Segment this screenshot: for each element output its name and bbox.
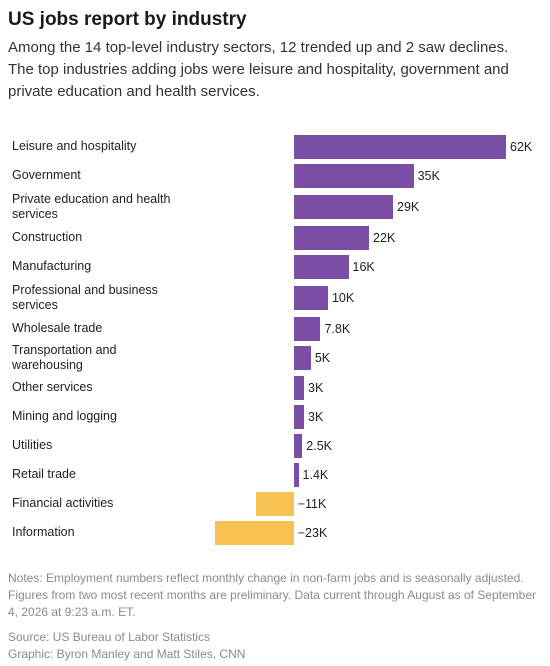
value-label: 2.5K (306, 438, 333, 453)
bar-row: Professional and business services 10K (0, 281, 550, 314)
category-label: Financial activities (12, 496, 114, 510)
credit: Graphic: Byron Manley and Matt Stiles, C… (8, 647, 246, 661)
bar-row: Retail trade 1.4K (0, 460, 550, 489)
bar (293, 404, 304, 429)
bar (215, 520, 294, 545)
bar (293, 375, 304, 400)
bar-row: Information −23K (0, 518, 550, 547)
category-label: Wholesale trade (12, 321, 103, 335)
category-label: Construction (12, 230, 83, 244)
bar-area: 22K (215, 225, 545, 250)
bar-area: 29K (215, 194, 545, 219)
bar-area: 5K (215, 346, 545, 370)
category-label-cell: Professional and business services (0, 283, 215, 313)
value-label: 29K (397, 199, 420, 214)
category-label: Leisure and hospitality (12, 139, 137, 153)
category-label-cell: Financial activities (0, 496, 215, 511)
bar-row: Manufacturing 16K (0, 252, 550, 281)
category-label-cell: Manufacturing (0, 259, 215, 274)
category-label: Manufacturing (12, 259, 92, 273)
bar-area: 16K (215, 254, 545, 279)
value-label: 10K (331, 290, 355, 305)
bar-row: Construction 22K (0, 223, 550, 252)
category-label: Government (12, 168, 81, 182)
value-label: 1.4K (302, 467, 329, 482)
category-label-cell: Private education and health services (0, 192, 215, 222)
bar (293, 225, 370, 250)
chart-subtitle: Among the 14 top-level industry sectors,… (8, 39, 509, 100)
bar-area: 10K (215, 285, 545, 310)
notes: Notes: Employment numbers reflect monthl… (8, 571, 537, 619)
bar-row: Transportation and warehousing 5K (0, 343, 550, 373)
bar-area: 62K (215, 134, 545, 159)
category-label: Mining and logging (12, 409, 117, 423)
category-label: Information (12, 525, 75, 539)
category-label-cell: Transportation and warehousing (0, 343, 215, 373)
bar-area: −11K (215, 491, 545, 516)
category-label-cell: Retail trade (0, 467, 215, 482)
bar-row: Wholesale trade 7.8K (0, 314, 550, 343)
bar (293, 134, 506, 159)
category-label-cell: Government (0, 168, 215, 183)
bar-area: 3K (215, 375, 545, 400)
value-label: 16K (352, 259, 375, 274)
value-label: 62K (510, 139, 533, 154)
category-label-cell: Mining and logging (0, 409, 215, 424)
bar (256, 491, 294, 516)
category-label: Professional and business services (12, 282, 158, 312)
bar-area: 1.4K (215, 462, 545, 487)
category-label: Other services (12, 380, 93, 394)
value-label: 7.8K (324, 321, 351, 336)
value-label: −23K (297, 525, 328, 540)
category-label-cell: Utilities (0, 438, 215, 453)
value-label: 35K (417, 168, 440, 183)
category-label-cell: Other services (0, 380, 215, 395)
bar-row: Private education and health services 29K (0, 190, 550, 223)
bar-row: Other services 3K (0, 373, 550, 402)
bar-area: 7.8K (215, 316, 545, 341)
bar-area: 35K (215, 163, 545, 188)
bar (293, 285, 328, 310)
bar (293, 462, 299, 487)
source: Source: US Bureau of Labor Statistics (8, 630, 211, 644)
value-label: 22K (373, 230, 396, 245)
chart-title: US jobs report by industry (8, 9, 247, 30)
bar-row: Mining and logging 3K (0, 402, 550, 431)
bar-area: −23K (215, 520, 545, 545)
category-label-cell: Leisure and hospitality (0, 139, 215, 154)
bar-area: 2.5K (215, 433, 545, 458)
category-label: Transportation and warehousing (12, 343, 117, 372)
bar (293, 346, 311, 370)
bar-row: Leisure and hospitality 62K (0, 132, 550, 161)
bar-rows: Leisure and hospitality 62K Government 35K P… (0, 132, 550, 547)
category-label: Private education and health services (12, 191, 171, 221)
category-label-cell: Wholesale trade (0, 321, 215, 336)
bar (293, 254, 349, 279)
bar (293, 316, 321, 341)
category-label-cell: Construction (0, 230, 215, 245)
value-label: 3K (308, 380, 324, 395)
category-label: Retail trade (12, 467, 76, 481)
category-label: Utilities (12, 438, 53, 452)
bar-row: Utilities 2.5K (0, 431, 550, 460)
value-label: −11K (297, 496, 327, 511)
bar-area: 3K (215, 404, 545, 429)
bar (293, 433, 303, 458)
bar (293, 163, 414, 188)
bar-row: Government 35K (0, 161, 550, 190)
bar (293, 194, 394, 219)
value-label: 5K (314, 351, 331, 365)
bar-row: Financial activities −11K (0, 489, 550, 518)
category-label-cell: Information (0, 525, 215, 540)
value-label: 3K (308, 409, 324, 424)
